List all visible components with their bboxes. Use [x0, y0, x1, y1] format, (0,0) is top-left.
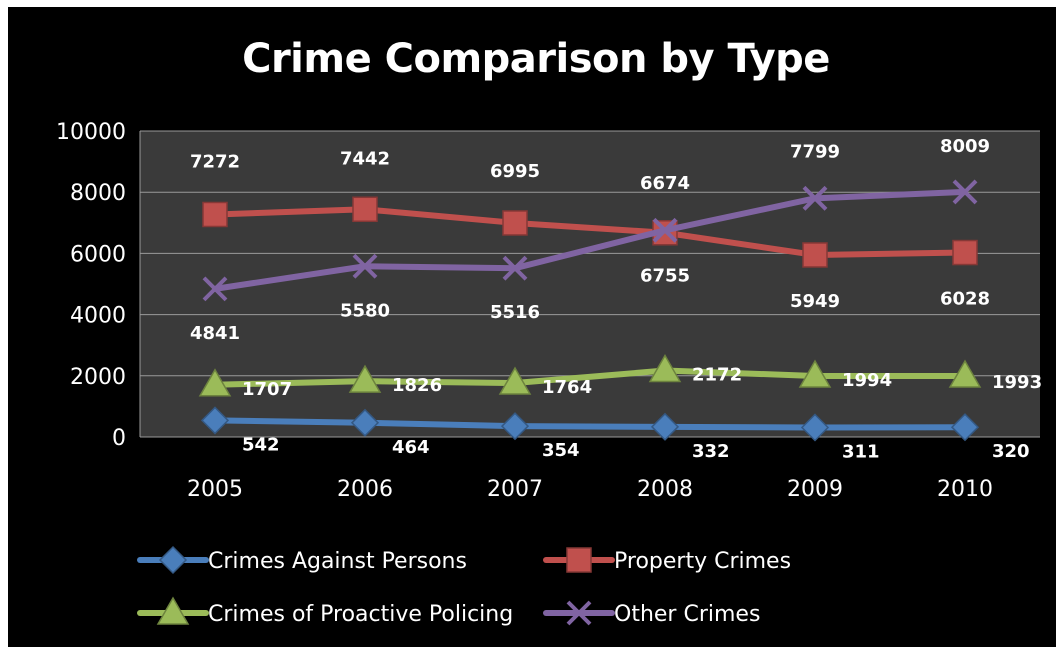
- data-label: 7442: [340, 148, 390, 169]
- data-label: 6674: [640, 173, 690, 194]
- legend-label: Property Crimes: [614, 549, 791, 574]
- data-label: 7799: [790, 141, 840, 162]
- series-line-1: [212, 417, 968, 431]
- data-label: 6028: [940, 289, 990, 310]
- series-2-marker: [202, 201, 228, 228]
- y-tick-label: 10000: [56, 120, 126, 145]
- data-label: 5580: [340, 300, 390, 321]
- series-4-marker: [202, 276, 228, 302]
- data-label: 542: [242, 434, 280, 455]
- y-tick-label: 0: [112, 426, 126, 451]
- plot-area: [140, 131, 1040, 437]
- series-line-3: [212, 367, 968, 388]
- data-label: 332: [692, 441, 730, 462]
- series-3-marker: [348, 364, 382, 393]
- series-1-marker: [500, 412, 530, 441]
- series-3-marker: [648, 354, 682, 383]
- x-tick-label: 2005: [187, 477, 243, 502]
- data-label: 311: [842, 441, 880, 462]
- series-4-marker: [352, 253, 378, 279]
- series-2-marker: [802, 242, 828, 268]
- data-label: 7272: [190, 151, 240, 172]
- x-tick-label: 2007: [487, 477, 543, 502]
- series-4-marker: [652, 217, 678, 243]
- series-line-2: [212, 206, 968, 258]
- series-1-marker: [950, 413, 980, 442]
- data-label: 1764: [542, 377, 592, 398]
- series-1-marker: [200, 406, 230, 435]
- data-label: 354: [542, 440, 580, 461]
- series-4-marker: [802, 185, 828, 211]
- data-label: 464: [392, 437, 430, 458]
- x-tick-label: 2008: [637, 477, 693, 502]
- data-label: 5949: [790, 291, 840, 312]
- data-label: 1993: [992, 372, 1042, 393]
- series-4-marker: [502, 255, 528, 281]
- series-1-marker: [350, 408, 380, 437]
- series-line-4: [212, 188, 968, 292]
- series-1-marker: [650, 412, 680, 441]
- series-3-marker: [948, 359, 982, 388]
- series-3-marker: [798, 359, 832, 388]
- legend-label: Crimes Against Persons: [208, 549, 467, 574]
- legend-swatch-marker: [566, 600, 592, 626]
- data-label: 320: [992, 441, 1030, 462]
- series-4-marker: [952, 179, 978, 205]
- series-3-marker: [498, 366, 532, 395]
- data-label: 5516: [490, 302, 540, 323]
- data-label: 6755: [640, 265, 690, 286]
- legend-swatch-marker: [566, 547, 592, 573]
- y-tick-label: 2000: [70, 365, 126, 390]
- chart-title: Crime Comparison by Type: [242, 36, 830, 82]
- y-tick-label: 6000: [70, 242, 126, 267]
- data-label: 4841: [190, 323, 240, 344]
- y-tick-label: 4000: [70, 304, 126, 329]
- legend-label: Other Crimes: [614, 602, 760, 627]
- series-2-marker: [952, 239, 978, 266]
- legend-swatch-marker: [158, 545, 188, 575]
- series-2-marker: [502, 210, 528, 236]
- data-label: 6995: [490, 161, 540, 182]
- data-label: 2172: [692, 365, 742, 386]
- series-2-marker: [352, 196, 378, 223]
- x-tick-label: 2010: [937, 477, 993, 502]
- legend-swatch-marker: [156, 596, 190, 625]
- x-tick-label: 2009: [787, 477, 843, 502]
- data-label: 1707: [242, 379, 292, 400]
- legend-label: Crimes of Proactive Policing: [208, 602, 513, 627]
- data-label: 8009: [940, 136, 990, 157]
- series-1-marker: [800, 413, 830, 442]
- y-tick-label: 8000: [70, 181, 126, 206]
- series-3-marker: [198, 368, 232, 397]
- x-tick-label: 2006: [337, 477, 393, 502]
- data-label: 1994: [842, 370, 892, 391]
- data-label: 1826: [392, 375, 442, 396]
